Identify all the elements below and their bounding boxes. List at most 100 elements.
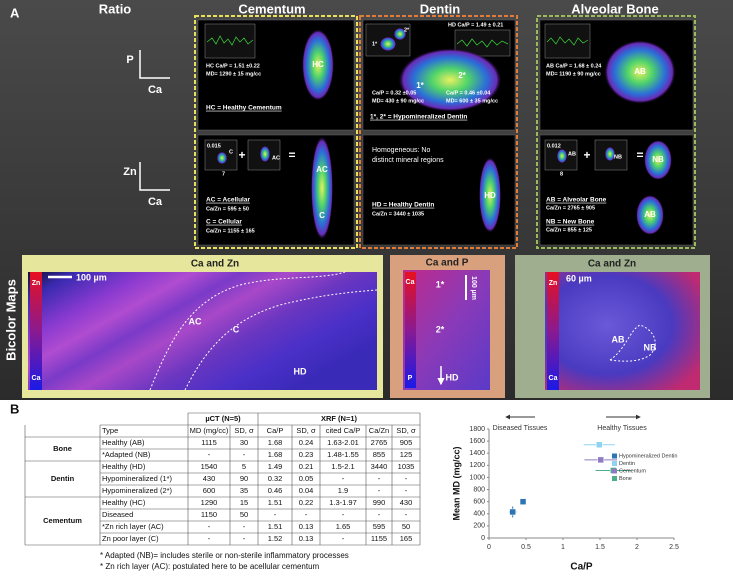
label: Healthy (AB) — [102, 438, 145, 447]
y-tick-label: 200 — [473, 523, 485, 530]
label: - — [305, 510, 308, 519]
label: 1.63-2.01 — [327, 438, 359, 447]
label: 990 — [373, 498, 386, 507]
label: HD = Healthy Dentin — [372, 202, 434, 209]
label: C — [229, 149, 233, 155]
label: 1.3-1.97 — [329, 498, 357, 507]
map-image — [28, 272, 377, 390]
label: *Zn rich layer (AC) — [102, 522, 164, 531]
label: AC = Acellular — [206, 197, 250, 204]
label: Cementum — [238, 1, 305, 16]
label: 430 — [400, 498, 413, 507]
label: cited Ca/P — [326, 426, 361, 435]
label: C = Cellular — [206, 219, 242, 226]
label: 595 — [373, 522, 386, 531]
label: 1.51 — [268, 522, 283, 531]
label: 0.13 — [299, 534, 314, 543]
label: Diseased — [102, 510, 133, 519]
label: + — [583, 148, 590, 162]
legend-label: Cementum — [619, 468, 646, 474]
label: 2* — [436, 324, 445, 334]
label: MD= 1190 ± 90 mg/cc — [546, 71, 601, 77]
label: - — [378, 510, 381, 519]
chart: 0 200 400 600 800 1000 1200 1400 1600 1800 0 0.5 1 1.… — [451, 425, 679, 573]
label: Type — [102, 426, 118, 435]
annotation: Healthy Tissues — [597, 425, 647, 432]
y-tick-label: 1600 — [469, 438, 485, 445]
label: 1.68 — [268, 438, 283, 447]
y-tick-label: 0 — [481, 535, 485, 542]
point — [509, 508, 516, 516]
label: MD= 430 ± 90 mg/cc — [372, 98, 424, 104]
label: = — [288, 148, 295, 162]
label: + — [238, 148, 245, 162]
label: 165 — [400, 534, 413, 543]
label: Hypomineralized (2*) — [102, 486, 173, 495]
point — [519, 498, 527, 505]
label: Ca/P = 0.32 ±0.05 — [372, 90, 416, 96]
label: A — [10, 5, 20, 20]
label: 30 — [240, 438, 248, 447]
label: AB — [634, 67, 646, 76]
annotation: Diseased Tissues — [493, 425, 548, 432]
legend-label: Bone — [619, 476, 632, 482]
panel-b-bg — [0, 400, 733, 577]
legend-swatch — [612, 468, 617, 474]
label: 1.68 — [268, 450, 283, 459]
label: - — [208, 534, 211, 543]
label: Ratio — [99, 1, 132, 16]
label: MD= 1290 ± 15 mg/cc — [206, 71, 261, 77]
label: 125 — [400, 450, 413, 459]
x-tick-label: 0 — [487, 544, 491, 551]
label: Bone — [53, 444, 72, 453]
label: 8 — [560, 171, 563, 177]
label: HD — [484, 191, 496, 200]
y-tick-label: 1000 — [469, 474, 485, 481]
label: Dentin — [51, 474, 75, 483]
label: SD, σ — [396, 426, 416, 435]
label: HD — [294, 366, 307, 376]
label: * Adapted (NB)= includes sterile or non-… — [100, 551, 349, 560]
map-image — [545, 272, 700, 390]
label: distinct mineral regions — [372, 157, 444, 164]
label: Bicolor Maps — [3, 279, 18, 361]
label: 855 — [373, 450, 386, 459]
label: AB — [568, 151, 576, 157]
label: MD (mg/cc) — [190, 426, 229, 435]
label: Zn poor layer (C) — [102, 534, 159, 543]
label: Ca — [148, 84, 163, 96]
label: Homogeneous: No — [372, 147, 430, 154]
bone-frame — [536, 15, 696, 249]
label: 0.012 — [547, 143, 561, 149]
x-tick-label: 2.5 — [669, 544, 679, 551]
label: 2* — [404, 27, 410, 33]
label: AB — [612, 334, 625, 344]
y-tick-label: 400 — [473, 511, 485, 518]
label: 2* — [458, 71, 466, 80]
label: 50 — [402, 522, 410, 531]
label: Healthy (HC) — [102, 498, 146, 507]
label: 1115 — [201, 438, 217, 447]
label: - — [342, 534, 345, 543]
label: 35 — [240, 486, 248, 495]
y-tick-label: 800 — [473, 486, 485, 493]
label: NB = New Bone — [546, 219, 595, 226]
label: 0.23 — [299, 450, 314, 459]
label: Ca/Zn = 2765 ± 905 — [546, 205, 595, 211]
label: Ca/Zn = 855 ± 125 — [546, 227, 592, 233]
label: NB — [644, 342, 657, 352]
y-tick-label: 1200 — [469, 462, 485, 469]
label: Ca/P — [267, 426, 284, 435]
inset-traces — [206, 35, 589, 48]
point — [597, 456, 604, 464]
label: Ca/Zn = 1155 ± 165 — [206, 228, 255, 234]
label: P — [126, 54, 133, 66]
label: * Zn rich layer (AC): postulated here to… — [100, 562, 320, 571]
label: Zn — [549, 280, 558, 287]
label: MD= 600 ± 35 mg/cc — [446, 98, 498, 104]
label: 100 µm — [470, 276, 477, 300]
label: 600 — [203, 486, 216, 495]
label: 1.9 — [338, 486, 348, 495]
label: 1290 — [201, 498, 218, 507]
label: AB Ca/P = 1.68 ± 0.24 — [546, 63, 602, 69]
